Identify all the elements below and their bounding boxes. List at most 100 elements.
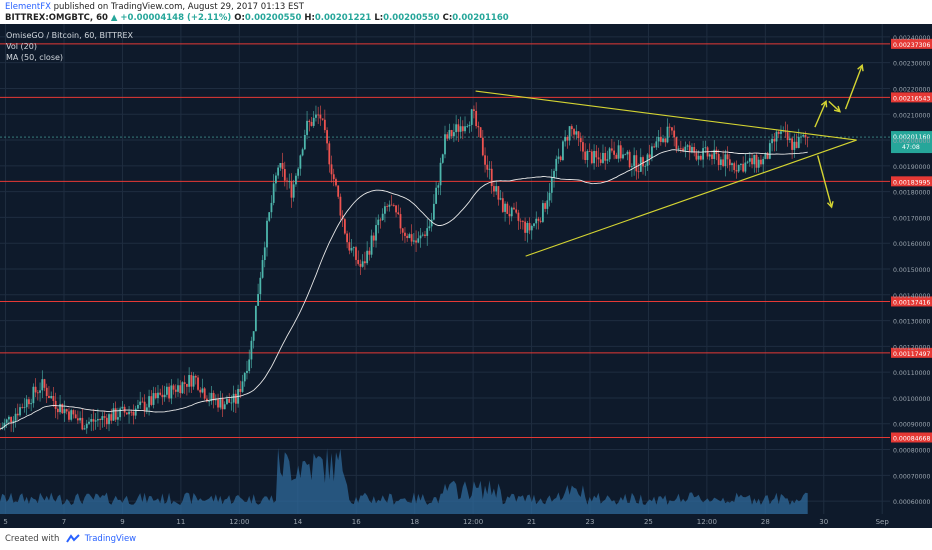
candle-body [288, 181, 291, 183]
candle-body [751, 158, 753, 165]
candle-body [279, 163, 282, 168]
footer-bar: Created with TradingView [0, 528, 932, 550]
candle-body [524, 221, 526, 233]
tradingview-link[interactable]: TradingView [84, 534, 137, 544]
candle-body [110, 414, 113, 421]
candle-body [693, 146, 696, 153]
candle-body [466, 126, 469, 127]
arrow-head [857, 63, 864, 72]
candle-body [250, 340, 253, 360]
price-axis[interactable] [890, 24, 932, 528]
symbol-label: BITTREX:OMGBTC, 60 [5, 13, 108, 23]
candle-body [79, 417, 81, 421]
candle-body [508, 213, 511, 217]
candle-body [148, 396, 150, 408]
candle-body [755, 154, 758, 168]
candle-body [350, 247, 353, 251]
y-tick-label: 0.00150000 [893, 267, 930, 274]
triangle-upper-line [475, 90, 857, 141]
y-tick-label: 0.00110000 [893, 370, 930, 377]
candle-body [513, 207, 515, 210]
y-tick-label: 0.00070000 [893, 473, 930, 480]
candle-body [564, 136, 567, 142]
author-link[interactable]: ElementFX [5, 2, 51, 12]
candle-body [170, 385, 173, 399]
candle-body [588, 151, 591, 152]
candle-body [753, 154, 756, 165]
price-chart[interactable]: 0.00237306 0.00216543 0.00183995 0.00137416… [0, 24, 932, 528]
candle-body [12, 420, 15, 423]
candle-body [319, 114, 322, 119]
candle-body [479, 127, 482, 138]
chart-area[interactable]: 0.00237306 0.00216543 0.00183995 0.00137416… [0, 24, 932, 528]
candle-body [410, 234, 413, 242]
candle-body [159, 392, 162, 395]
candle-body [684, 146, 687, 152]
x-tick-label: 25 [644, 518, 653, 526]
x-tick-label: 14 [293, 518, 302, 526]
y-tick-label: 0.00230000 [893, 61, 930, 68]
candle-body [473, 109, 475, 111]
candle-body [337, 185, 340, 197]
x-tick-label: 12:00 [463, 518, 483, 526]
candle-body [775, 131, 778, 142]
candle-body [206, 398, 208, 402]
candle-body [199, 389, 202, 393]
candle-body [212, 392, 215, 401]
candle-body [421, 234, 424, 236]
candle-body [217, 398, 219, 408]
level-label: 0.00183995 [893, 179, 930, 186]
candle-body [32, 386, 35, 404]
arrow-shaft [817, 155, 833, 208]
candle-body [210, 392, 213, 402]
close-label: C: [442, 13, 453, 23]
level-label: 0.00237306 [893, 42, 930, 49]
time-axis[interactable]: 5 7 9 11 12:00 14 16 18 12:00 21 23 25 12:00 28 30 Sep [3, 518, 889, 526]
candle-body [375, 225, 377, 241]
low-label: L: [374, 13, 384, 23]
candle-body [673, 130, 676, 138]
candle-body [263, 247, 266, 261]
candle-body [499, 198, 502, 200]
candle-body [417, 238, 420, 243]
candle-body [631, 166, 633, 168]
candle-body [762, 158, 765, 165]
candle-body [174, 389, 177, 392]
candle-body [179, 385, 182, 394]
candle-body [381, 213, 384, 221]
candle-body [303, 134, 306, 150]
candle-body [780, 131, 782, 134]
candle-body [101, 416, 104, 421]
candle-body [773, 138, 776, 142]
candle-body [786, 132, 789, 141]
y-tick-label: 0.00160000 [893, 241, 930, 248]
level-label-bg [891, 296, 932, 307]
candle-body [557, 156, 560, 159]
candle-body [275, 175, 277, 184]
candle-body [635, 155, 638, 172]
candle-body [768, 143, 771, 159]
x-tick-label: 16 [352, 518, 361, 526]
candle-body [90, 419, 93, 422]
candle-body [584, 151, 587, 161]
candle-body [464, 126, 466, 132]
level-label-bg [891, 176, 932, 187]
candle-body [577, 131, 580, 139]
candle-body [72, 410, 75, 415]
candle-body [272, 183, 275, 203]
candle-body [54, 400, 57, 409]
candle-body [597, 157, 600, 160]
change-value: ▲ +0.00004148 (+2.11%) [110, 13, 232, 23]
candle-body [528, 222, 531, 231]
candle-body [308, 120, 311, 123]
y-tick-label: 0.00220000 [893, 86, 930, 93]
candle-body [23, 407, 26, 409]
candle-body [246, 370, 248, 373]
candle-body [490, 168, 493, 187]
candle-body [368, 250, 371, 255]
candle-body [230, 402, 233, 404]
candle-body [461, 126, 464, 132]
candle-body [510, 207, 513, 217]
candle-body [283, 169, 286, 181]
candle-body [234, 393, 237, 404]
